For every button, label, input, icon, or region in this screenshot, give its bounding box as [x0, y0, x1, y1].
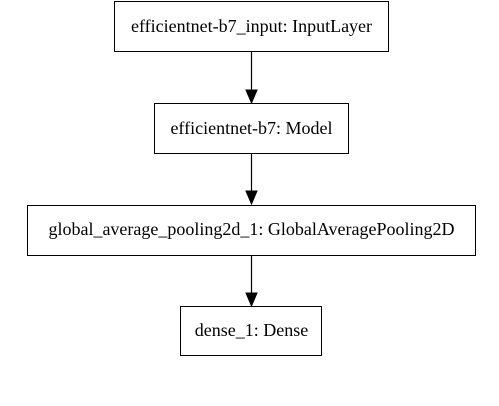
edge-model-to-gap: [245, 153, 258, 206]
node-box-dense: [180, 306, 322, 356]
node-label-gap: global_average_pooling2d_1: GlobalAverag…: [48, 219, 454, 239]
node-global-average-pooling: global_average_pooling2d_1: GlobalAverag…: [27, 205, 476, 256]
arrowhead-icon: [245, 89, 258, 105]
node-label-model: efficientnet-b7: Model: [170, 118, 332, 138]
arrowhead-icon: [245, 292, 258, 308]
node-box-input: [114, 1, 389, 52]
node-efficientnet-b7-model: efficientnet-b7: Model: [154, 103, 349, 154]
node-box-gap: [27, 205, 476, 256]
edge-gap-to-dense: [245, 255, 258, 308]
edge-input-to-model: [245, 51, 258, 105]
node-dense: dense_1: Dense: [180, 306, 322, 356]
node-efficientnet-b7-input: efficientnet-b7_input: InputLayer: [114, 1, 389, 52]
node-box-model: [154, 103, 349, 154]
node-label-dense: dense_1: Dense: [195, 320, 308, 340]
node-label-input: efficientnet-b7_input: InputLayer: [131, 16, 372, 36]
arrowhead-icon: [245, 190, 258, 206]
